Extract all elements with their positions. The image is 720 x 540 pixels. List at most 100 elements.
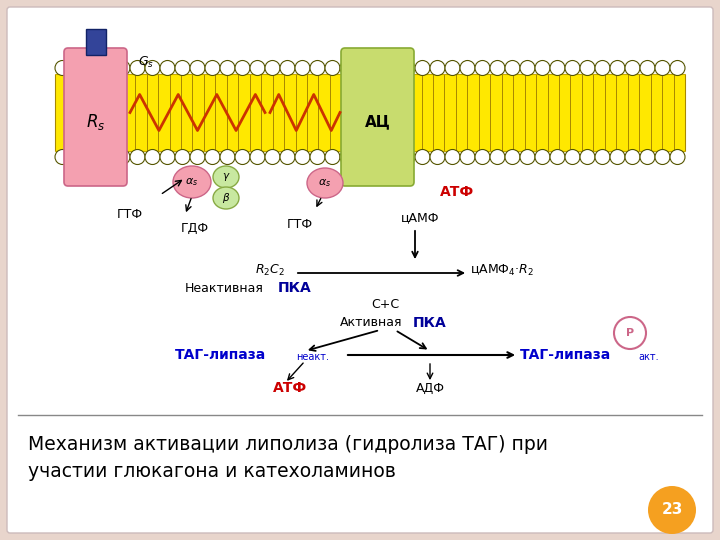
Circle shape bbox=[145, 150, 160, 165]
Circle shape bbox=[580, 60, 595, 76]
Circle shape bbox=[640, 60, 655, 76]
Circle shape bbox=[385, 150, 400, 165]
Text: ГТФ: ГТФ bbox=[287, 219, 313, 232]
Circle shape bbox=[475, 60, 490, 76]
Text: АЦ: АЦ bbox=[364, 114, 390, 130]
Circle shape bbox=[670, 150, 685, 165]
Circle shape bbox=[130, 150, 145, 165]
Text: $G_s$: $G_s$ bbox=[138, 55, 154, 70]
Circle shape bbox=[550, 150, 565, 165]
Text: ПКА: ПКА bbox=[278, 281, 312, 295]
Circle shape bbox=[250, 150, 265, 165]
Circle shape bbox=[614, 317, 646, 349]
Circle shape bbox=[655, 60, 670, 76]
Circle shape bbox=[205, 60, 220, 76]
Circle shape bbox=[370, 150, 385, 165]
Circle shape bbox=[280, 60, 295, 76]
Text: ТАГ-липаза: ТАГ-липаза bbox=[520, 348, 611, 362]
Circle shape bbox=[648, 486, 696, 534]
Circle shape bbox=[595, 150, 610, 165]
Circle shape bbox=[85, 60, 100, 76]
Circle shape bbox=[310, 150, 325, 165]
Ellipse shape bbox=[307, 168, 343, 198]
Text: $R_s$: $R_s$ bbox=[86, 112, 105, 132]
Circle shape bbox=[520, 60, 535, 76]
Circle shape bbox=[55, 150, 70, 165]
Circle shape bbox=[505, 60, 520, 76]
Circle shape bbox=[235, 150, 250, 165]
Circle shape bbox=[160, 60, 175, 76]
Circle shape bbox=[205, 150, 220, 165]
Text: С+С: С+С bbox=[371, 299, 399, 312]
Circle shape bbox=[115, 60, 130, 76]
Circle shape bbox=[400, 150, 415, 165]
Text: $\beta$: $\beta$ bbox=[222, 191, 230, 205]
Circle shape bbox=[70, 60, 85, 76]
Circle shape bbox=[130, 60, 145, 76]
Text: цАМФ$_4$·$R_2$: цАМФ$_4$·$R_2$ bbox=[470, 262, 534, 278]
Circle shape bbox=[265, 150, 280, 165]
Circle shape bbox=[370, 60, 385, 76]
Circle shape bbox=[250, 60, 265, 76]
Circle shape bbox=[550, 60, 565, 76]
Circle shape bbox=[355, 60, 370, 76]
Text: $\alpha_s$: $\alpha_s$ bbox=[185, 176, 199, 188]
Circle shape bbox=[325, 60, 340, 76]
Text: 23: 23 bbox=[661, 503, 683, 517]
Circle shape bbox=[460, 60, 475, 76]
Text: АТФ: АТФ bbox=[273, 381, 307, 395]
Circle shape bbox=[280, 150, 295, 165]
Text: Неактивная: Неактивная bbox=[185, 281, 264, 294]
Circle shape bbox=[565, 60, 580, 76]
Circle shape bbox=[535, 60, 550, 76]
Circle shape bbox=[70, 150, 85, 165]
Circle shape bbox=[640, 150, 655, 165]
Circle shape bbox=[505, 150, 520, 165]
Circle shape bbox=[85, 150, 100, 165]
Circle shape bbox=[220, 150, 235, 165]
Circle shape bbox=[55, 60, 70, 76]
Circle shape bbox=[295, 150, 310, 165]
Circle shape bbox=[265, 60, 280, 76]
Circle shape bbox=[595, 60, 610, 76]
Text: Механизм активации липолиза (гидролиза ТАГ) при: Механизм активации липолиза (гидролиза Т… bbox=[28, 435, 548, 454]
Circle shape bbox=[220, 60, 235, 76]
Text: ПКА: ПКА bbox=[413, 316, 446, 330]
Circle shape bbox=[415, 150, 430, 165]
Text: АТФ: АТФ bbox=[440, 185, 474, 199]
Text: $\alpha_s$: $\alpha_s$ bbox=[318, 177, 332, 189]
Circle shape bbox=[160, 150, 175, 165]
Circle shape bbox=[655, 150, 670, 165]
Ellipse shape bbox=[213, 187, 239, 209]
Circle shape bbox=[400, 60, 415, 76]
Circle shape bbox=[430, 60, 445, 76]
FancyBboxPatch shape bbox=[341, 48, 414, 186]
Circle shape bbox=[340, 150, 355, 165]
Circle shape bbox=[385, 60, 400, 76]
Circle shape bbox=[175, 150, 190, 165]
Circle shape bbox=[670, 60, 685, 76]
Circle shape bbox=[325, 150, 340, 165]
Circle shape bbox=[100, 60, 115, 76]
Text: цАМФ: цАМФ bbox=[401, 212, 439, 225]
Circle shape bbox=[445, 60, 460, 76]
Circle shape bbox=[610, 150, 625, 165]
Text: ТАГ-липаза: ТАГ-липаза bbox=[175, 348, 266, 362]
Text: участии глюкагона и катехоламинов: участии глюкагона и катехоламинов bbox=[28, 462, 396, 481]
Ellipse shape bbox=[213, 166, 239, 188]
Circle shape bbox=[340, 60, 355, 76]
Text: P: P bbox=[626, 328, 634, 338]
Circle shape bbox=[355, 150, 370, 165]
Circle shape bbox=[100, 150, 115, 165]
Ellipse shape bbox=[173, 166, 211, 198]
Text: ГДФ: ГДФ bbox=[181, 221, 209, 234]
Circle shape bbox=[490, 150, 505, 165]
Circle shape bbox=[445, 150, 460, 165]
Circle shape bbox=[310, 60, 325, 76]
Circle shape bbox=[145, 60, 160, 76]
Circle shape bbox=[295, 60, 310, 76]
Circle shape bbox=[625, 60, 640, 76]
Circle shape bbox=[460, 150, 475, 165]
Bar bbox=[55, 74, 685, 151]
Circle shape bbox=[190, 60, 205, 76]
